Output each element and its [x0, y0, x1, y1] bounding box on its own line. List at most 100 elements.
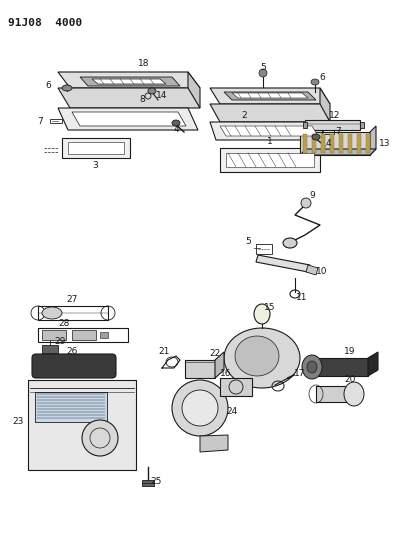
Polygon shape: [200, 435, 228, 452]
Polygon shape: [256, 255, 310, 272]
Polygon shape: [224, 92, 316, 100]
Text: 2: 2: [241, 110, 247, 119]
Polygon shape: [316, 386, 352, 402]
Text: 21: 21: [158, 348, 170, 357]
Polygon shape: [220, 148, 320, 172]
Text: 4: 4: [325, 140, 331, 149]
Polygon shape: [58, 108, 198, 130]
Text: 25: 25: [150, 478, 162, 487]
Text: 14: 14: [156, 92, 168, 101]
Text: 27: 27: [66, 295, 78, 304]
Text: 28: 28: [59, 319, 70, 328]
Polygon shape: [215, 352, 224, 378]
FancyBboxPatch shape: [32, 354, 116, 378]
Text: 6: 6: [45, 82, 51, 91]
Bar: [142, 480, 154, 486]
Bar: [360, 122, 364, 128]
Polygon shape: [368, 352, 378, 376]
Text: 9: 9: [309, 191, 315, 200]
Text: 23: 23: [12, 417, 23, 426]
Polygon shape: [185, 360, 215, 378]
Text: 22: 22: [209, 350, 220, 359]
Polygon shape: [306, 265, 318, 275]
Text: 19: 19: [344, 348, 356, 357]
Ellipse shape: [182, 390, 218, 426]
Bar: [303, 122, 307, 128]
Bar: [339, 134, 343, 153]
Polygon shape: [235, 336, 279, 376]
Bar: [38, 328, 128, 342]
Text: 29: 29: [54, 337, 66, 346]
Ellipse shape: [172, 380, 228, 436]
Ellipse shape: [259, 69, 267, 77]
Ellipse shape: [312, 134, 320, 140]
Bar: [35, 392, 107, 422]
Text: 10: 10: [316, 268, 328, 277]
Text: 15: 15: [264, 303, 276, 312]
Polygon shape: [226, 153, 314, 167]
Polygon shape: [92, 79, 166, 84]
Bar: [42, 330, 66, 340]
Text: 24: 24: [226, 408, 238, 416]
Text: 5: 5: [245, 238, 251, 246]
Polygon shape: [188, 72, 200, 108]
Bar: [256, 244, 272, 254]
Polygon shape: [62, 138, 130, 158]
Bar: [72, 330, 96, 340]
Polygon shape: [210, 104, 330, 122]
Text: 13: 13: [379, 140, 391, 149]
Bar: [312, 134, 316, 153]
Ellipse shape: [283, 238, 297, 248]
Ellipse shape: [302, 355, 322, 379]
Ellipse shape: [311, 79, 319, 85]
Bar: [357, 134, 361, 153]
Ellipse shape: [148, 88, 156, 94]
Polygon shape: [370, 126, 376, 155]
Text: 17: 17: [294, 368, 306, 377]
Ellipse shape: [42, 307, 62, 319]
Ellipse shape: [301, 198, 311, 208]
Ellipse shape: [254, 304, 270, 324]
Text: 7: 7: [335, 127, 341, 136]
Polygon shape: [232, 93, 308, 98]
Text: 6: 6: [319, 74, 325, 83]
Text: 91J08  4000: 91J08 4000: [8, 18, 82, 28]
Bar: [305, 120, 360, 130]
Bar: [28, 380, 136, 470]
Polygon shape: [220, 126, 318, 136]
Polygon shape: [58, 72, 200, 88]
Bar: [321, 134, 325, 153]
Ellipse shape: [307, 361, 317, 373]
Polygon shape: [80, 77, 180, 86]
Bar: [100, 332, 108, 338]
Polygon shape: [210, 122, 326, 140]
Ellipse shape: [62, 85, 72, 91]
Text: 7: 7: [37, 117, 43, 125]
Ellipse shape: [82, 420, 118, 456]
Polygon shape: [300, 132, 370, 155]
Text: 18: 18: [138, 60, 150, 69]
Text: 5: 5: [260, 63, 266, 72]
Text: 12: 12: [329, 111, 341, 120]
Bar: [220, 378, 252, 396]
Polygon shape: [68, 142, 124, 154]
Polygon shape: [58, 88, 200, 108]
Polygon shape: [72, 112, 186, 126]
Polygon shape: [210, 88, 330, 104]
Text: 8: 8: [139, 95, 145, 104]
Bar: [42, 345, 58, 353]
Bar: [366, 134, 370, 153]
Polygon shape: [224, 328, 300, 388]
Polygon shape: [310, 358, 368, 376]
Bar: [303, 134, 307, 153]
Text: 11: 11: [296, 294, 308, 303]
Text: 4: 4: [173, 125, 179, 134]
Polygon shape: [300, 149, 376, 155]
Ellipse shape: [344, 382, 364, 406]
Text: 3: 3: [92, 161, 98, 171]
Polygon shape: [320, 88, 330, 122]
Ellipse shape: [172, 120, 180, 126]
Bar: [348, 134, 352, 153]
Text: 20: 20: [344, 376, 356, 384]
Bar: [330, 134, 334, 153]
